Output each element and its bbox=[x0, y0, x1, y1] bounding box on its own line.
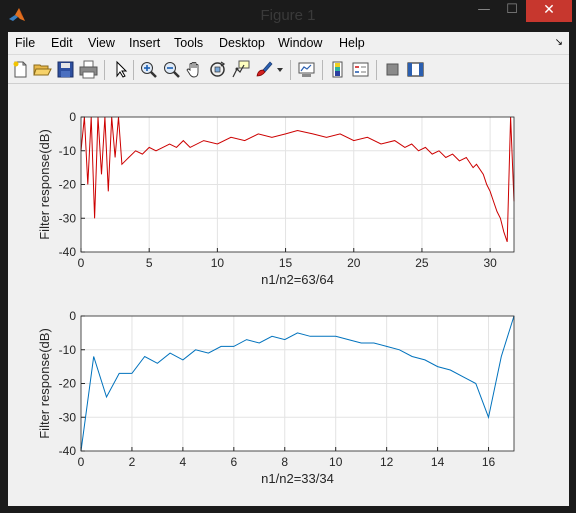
rotate-3d-icon[interactable] bbox=[208, 60, 227, 79]
y-tick-label: 0 bbox=[69, 309, 76, 323]
maximize-button[interactable]: ☐ bbox=[506, 2, 518, 17]
x-tick-label: 15 bbox=[279, 256, 293, 270]
x-tick-label: 0 bbox=[78, 455, 85, 469]
x-tick-label: 14 bbox=[431, 455, 445, 469]
menu-desktop[interactable]: Desktop bbox=[219, 36, 265, 50]
toolbar-separator bbox=[290, 60, 291, 80]
y-axis-label: Filter response(dB) bbox=[37, 328, 52, 439]
minimize-button[interactable]: — bbox=[477, 2, 491, 17]
menu-tools[interactable]: Tools bbox=[174, 36, 204, 50]
y-tick-label: -30 bbox=[59, 211, 77, 225]
pan-hand-icon[interactable] bbox=[185, 60, 204, 79]
x-tick-label: 20 bbox=[347, 256, 361, 270]
figure-client-area: File Edit View Insert Tools Desktop Wind… bbox=[8, 32, 569, 506]
y-tick-label: -40 bbox=[59, 245, 77, 259]
x-tick-label: 25 bbox=[415, 256, 429, 270]
toolbar-separator bbox=[104, 60, 105, 80]
x-tick-label: 16 bbox=[482, 455, 496, 469]
x-tick-label: 4 bbox=[180, 455, 187, 469]
figure-canvas[interactable]: 0 5 10 15 20 25 30 0 -10 -20 -30 -40 n1/n2=63/64 Filt… bbox=[8, 85, 569, 506]
y-tick-label: 0 bbox=[69, 110, 76, 124]
axes-2: 0 2 4 6 8 10 12 14 16 0 -10 -20 -30 -40 n1/n2=33/34 Fil… bbox=[37, 309, 515, 486]
plots-canvas: 0 5 10 15 20 25 300-10-20-30-40n1/n2=63/64Filt… bbox=[37, 110, 515, 486]
edit-plot-arrow-icon[interactable] bbox=[111, 60, 130, 79]
title-bar[interactable]: Figure 1 — ☐ ✕ bbox=[0, 0, 576, 32]
new-figure-icon[interactable] bbox=[11, 60, 30, 79]
save-icon[interactable] bbox=[56, 60, 75, 79]
zoom-out-icon[interactable] bbox=[162, 60, 181, 79]
x-axis-label: n1/n2=63/64 bbox=[261, 272, 334, 287]
show-plot-tools-icon[interactable] bbox=[406, 60, 425, 79]
toolbar-separator bbox=[133, 60, 134, 80]
x-axis-label: n1/n2=33/34 bbox=[261, 471, 334, 486]
hide-plot-tools-icon[interactable] bbox=[383, 60, 402, 79]
open-file-icon[interactable] bbox=[33, 60, 52, 79]
x-tick-label: 8 bbox=[281, 455, 288, 469]
dock-figure-icon[interactable]: ↘ bbox=[554, 37, 563, 48]
legend-icon[interactable] bbox=[351, 60, 370, 79]
series-line bbox=[80, 116, 515, 243]
y-tick-label: -10 bbox=[59, 144, 77, 158]
y-tick-label: -30 bbox=[59, 410, 77, 424]
menu-help[interactable]: Help bbox=[339, 36, 365, 50]
figure-toolbar bbox=[8, 54, 569, 84]
window-title: Figure 1 bbox=[260, 7, 316, 24]
menu-window[interactable]: Window bbox=[278, 36, 323, 50]
brush-dropdown-icon[interactable] bbox=[275, 60, 285, 79]
series-line bbox=[80, 315, 515, 452]
menu-insert[interactable]: Insert bbox=[129, 36, 161, 50]
x-tick-label: 10 bbox=[329, 455, 343, 469]
x-tick-label: 30 bbox=[483, 256, 497, 270]
data-cursor-icon[interactable] bbox=[231, 60, 250, 79]
y-tick-label: -40 bbox=[59, 444, 77, 458]
y-tick-label: -10 bbox=[59, 343, 77, 357]
x-tick-label: 12 bbox=[380, 455, 394, 469]
matlab-logo-icon bbox=[9, 8, 25, 21]
y-axis-label: Filter response(dB) bbox=[37, 129, 52, 240]
axes-1: 0 5 10 15 20 25 30 0 -10 -20 -30 -40 n1/n2=63/64 Filt… bbox=[37, 110, 515, 287]
toolbar-separator bbox=[376, 60, 377, 80]
y-tick-label: -20 bbox=[59, 377, 77, 391]
toolbar-separator bbox=[322, 60, 323, 80]
brush-icon[interactable] bbox=[254, 60, 273, 79]
menu-bar: File Edit View Insert Tools Desktop Wind… bbox=[8, 32, 569, 54]
x-tick-label: 2 bbox=[129, 455, 136, 469]
y-tick-label: -20 bbox=[59, 178, 77, 192]
zoom-in-icon[interactable] bbox=[139, 60, 158, 79]
menu-file[interactable]: File bbox=[15, 36, 36, 50]
close-button[interactable]: ✕ bbox=[526, 0, 572, 22]
print-icon[interactable] bbox=[79, 60, 98, 79]
link-plot-icon[interactable] bbox=[297, 60, 316, 79]
x-tick-label: 6 bbox=[230, 455, 237, 469]
x-tick-label: 0 bbox=[78, 256, 85, 270]
menu-edit[interactable]: Edit bbox=[51, 36, 73, 50]
x-tick-label: 10 bbox=[211, 256, 225, 270]
colorbar-icon[interactable] bbox=[328, 60, 347, 79]
menu-view[interactable]: View bbox=[88, 36, 115, 50]
x-tick-label: 5 bbox=[146, 256, 153, 270]
